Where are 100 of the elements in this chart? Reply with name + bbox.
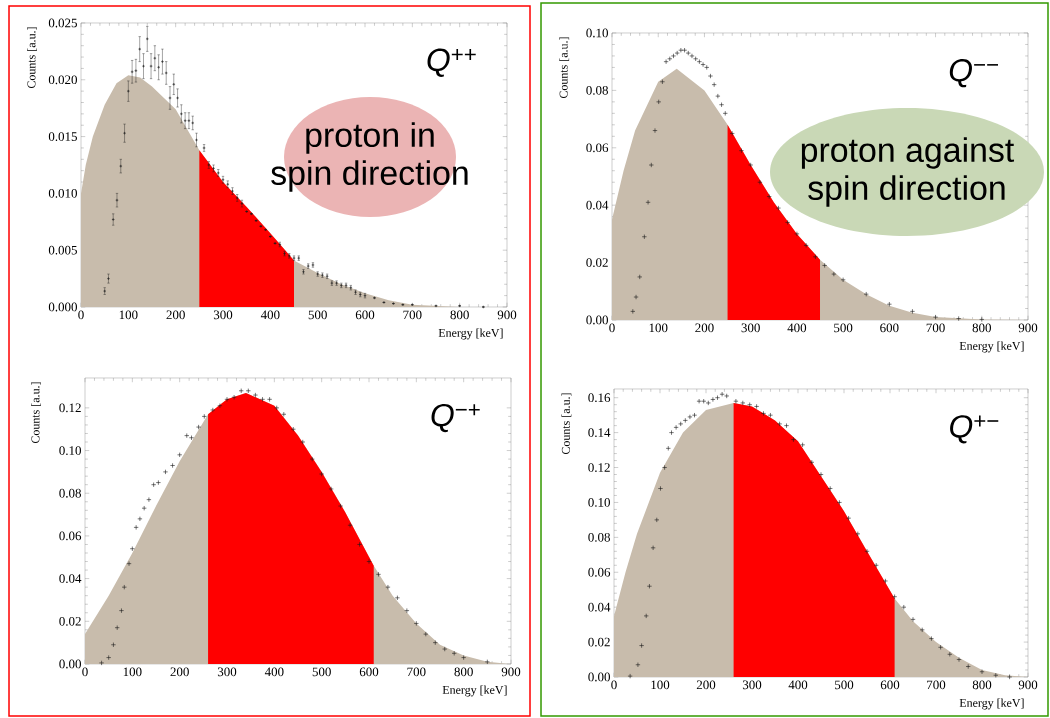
point — [701, 398, 707, 404]
point — [673, 424, 679, 430]
x-axis-title: Energy [keV] — [442, 685, 507, 697]
point — [118, 608, 124, 614]
point — [864, 548, 870, 554]
point — [979, 316, 985, 322]
y-axis-title: Counts [a.u.] — [559, 37, 570, 99]
x-tick-label: 800 — [450, 310, 469, 320]
annotation: proton in — [306, 122, 434, 154]
point — [423, 631, 429, 637]
point — [669, 430, 675, 436]
point — [766, 194, 772, 200]
point — [630, 308, 636, 314]
y-tick-label: 0.00 — [586, 315, 608, 325]
point — [641, 234, 647, 240]
point — [637, 274, 643, 280]
point — [689, 53, 695, 59]
point — [979, 669, 985, 675]
x-tick-label: 900 — [1018, 680, 1038, 690]
x-tick-label: 900 — [1018, 323, 1038, 333]
x-tick-label: 0 — [609, 323, 615, 333]
x-tick-label: 300 — [217, 667, 237, 677]
x-tick-label: 700 — [926, 323, 945, 333]
point — [670, 53, 676, 59]
x-tick-label: 800 — [454, 667, 473, 677]
annotation: Q$^{−−}$ — [949, 59, 999, 88]
y-tick-label: 0.010 — [48, 188, 77, 198]
y-tick-label: 0.10 — [59, 446, 81, 455]
point — [162, 469, 168, 475]
point — [451, 650, 457, 656]
point — [245, 388, 251, 394]
point — [155, 480, 161, 486]
x-axis-title: Energy [keV] — [959, 341, 1024, 353]
point — [919, 627, 925, 633]
point — [347, 522, 353, 528]
point — [652, 128, 658, 134]
point — [901, 604, 907, 610]
y-tick-label: 0.00 — [59, 659, 81, 669]
point — [129, 546, 135, 552]
point — [126, 561, 132, 567]
point — [252, 392, 258, 398]
point — [394, 595, 400, 601]
x-tick-label: 800 — [972, 680, 992, 690]
point — [733, 398, 739, 404]
point — [260, 396, 266, 402]
point — [170, 462, 176, 468]
point — [678, 47, 684, 53]
point — [748, 162, 754, 168]
point — [729, 130, 735, 136]
y-tick-label: 0.00 — [588, 672, 610, 682]
point — [646, 583, 652, 589]
point — [413, 620, 419, 626]
point — [910, 616, 916, 622]
point — [648, 162, 654, 168]
y-tick-label: 0.10 — [588, 498, 610, 507]
point — [375, 571, 381, 577]
point — [757, 179, 763, 185]
point — [892, 594, 898, 600]
x-tick-label: 400 — [787, 323, 807, 333]
point — [696, 398, 702, 404]
y-axis-title: Counts [a.u.] — [31, 382, 41, 444]
point — [678, 421, 684, 427]
point — [635, 662, 641, 668]
point — [366, 559, 372, 565]
point — [707, 73, 713, 79]
point — [137, 516, 143, 522]
point — [484, 659, 490, 665]
point — [809, 459, 815, 465]
point — [719, 102, 725, 108]
point — [710, 396, 716, 402]
point — [754, 403, 760, 409]
x-tick-label: 900 — [497, 310, 517, 320]
point — [775, 205, 781, 211]
point — [812, 254, 818, 260]
x-tick-label: 100 — [119, 310, 138, 320]
point — [800, 442, 806, 448]
point — [151, 482, 157, 488]
point — [146, 497, 152, 503]
point — [822, 262, 828, 268]
y-tick-label: 0.12 — [59, 403, 81, 413]
x-tick-label: 0 — [82, 667, 88, 677]
point — [705, 400, 711, 406]
y-tick-label: 0.000 — [48, 302, 77, 312]
x-tick-label: 200 — [170, 667, 189, 677]
x-tick-label: 100 — [651, 680, 670, 690]
point — [662, 465, 668, 471]
point — [643, 613, 649, 619]
point — [711, 82, 717, 88]
point — [121, 584, 127, 590]
point — [685, 50, 691, 56]
x-tick-label: 700 — [407, 667, 426, 677]
point — [177, 452, 183, 458]
x-tick-label: 300 — [741, 323, 760, 333]
y-tick-label: 0.015 — [48, 132, 77, 141]
point — [818, 472, 824, 478]
y-tick-label: 0.02 — [586, 258, 608, 267]
x-tick-label: 100 — [123, 667, 142, 677]
point — [761, 410, 767, 416]
point — [715, 93, 721, 99]
y-tick-label: 0.06 — [586, 143, 609, 153]
